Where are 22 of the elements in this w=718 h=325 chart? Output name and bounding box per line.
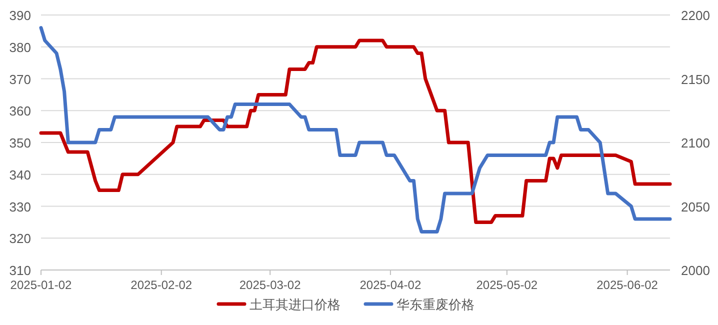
y2-tick-label: 2000	[681, 263, 710, 278]
legend-label: 华东重废价格	[396, 297, 474, 312]
y-tick-label: 310	[9, 263, 31, 278]
y2-tick-label: 2200	[681, 8, 710, 23]
x-tick-label: 2025-03-02	[239, 278, 302, 292]
y-tick-label: 380	[9, 40, 31, 55]
y-tick-label: 390	[9, 8, 31, 23]
x-tick-label: 2025-02-02	[130, 278, 192, 292]
y-tick-label: 360	[9, 104, 31, 119]
y-tick-label: 350	[9, 136, 31, 150]
y2-tick-label: 2100	[681, 136, 710, 150]
y-tick-label: 340	[9, 167, 31, 182]
y-tick-label: 370	[9, 72, 31, 87]
y2-tick-label: 2150	[681, 72, 710, 87]
y-tick-label: 320	[9, 231, 31, 246]
x-tick-label: 2025-01-02	[10, 278, 72, 292]
x-tick-label: 2025-05-02	[476, 278, 538, 292]
x-tick-label: 2025-04-02	[360, 278, 422, 292]
x-tick-label: 2025-06-02	[596, 278, 658, 292]
y-tick-label: 330	[9, 199, 31, 214]
y2-tick-label: 2050	[681, 199, 710, 214]
legend-label: 土耳其进口价格	[250, 297, 340, 312]
